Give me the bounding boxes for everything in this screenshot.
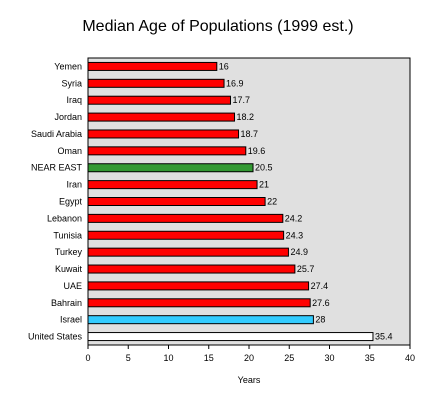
- x-axis-title: Years: [238, 375, 261, 385]
- value-label: 22: [267, 197, 277, 207]
- category-label: Syria: [61, 78, 82, 88]
- value-label: 17.7: [232, 95, 250, 105]
- category-label: Israel: [60, 315, 82, 325]
- x-tick-label: 30: [324, 353, 334, 363]
- x-tick-label: 5: [126, 353, 131, 363]
- x-tick-label: 25: [284, 353, 294, 363]
- bar: [87, 78, 225, 88]
- value-label: 24.3: [286, 230, 304, 240]
- bar: [87, 230, 285, 240]
- value-label: 21: [259, 180, 269, 190]
- value-label: 16: [219, 61, 229, 71]
- category-label: Kuwait: [55, 264, 83, 274]
- category-label: Iran: [66, 180, 82, 190]
- value-labels: 16 16.9 17.7 18.2 18.7 19.6 20.5 21 22 24.2 24.3 24…: [219, 61, 393, 341]
- value-label: 20.5: [255, 163, 273, 173]
- category-label: UAE: [63, 281, 82, 291]
- category-label: Bahrain: [51, 298, 82, 308]
- x-axis-ticks: 0 5 10 15 20 25 30 35 40: [85, 345, 415, 363]
- category-label: Egypt: [59, 197, 83, 207]
- bars-group: [87, 61, 374, 342]
- x-tick-label: 15: [204, 353, 214, 363]
- category-label: Yemen: [54, 61, 82, 71]
- value-label: 19.6: [248, 146, 266, 156]
- bar: [87, 213, 284, 223]
- bar: [87, 247, 289, 257]
- x-tick-label: 10: [163, 353, 173, 363]
- x-tick-label: 20: [244, 353, 254, 363]
- bar: [87, 281, 310, 291]
- bar: [87, 315, 314, 325]
- bar: [87, 180, 258, 190]
- category-label: Lebanon: [47, 213, 82, 223]
- x-tick-label: 40: [405, 353, 415, 363]
- bar: [87, 95, 231, 105]
- category-label: United States: [28, 332, 83, 342]
- category-labels: Yemen Syria Iraq Jordan Saudi Arabia Oman NEAR…: [28, 61, 83, 341]
- chart-title: Median Age of Populations (1999 est.): [82, 18, 353, 35]
- bar: [87, 163, 254, 173]
- category-label: Oman: [57, 146, 82, 156]
- x-tick-label: 0: [85, 353, 90, 363]
- x-tick-label: 35: [365, 353, 375, 363]
- category-label: Iraq: [66, 95, 82, 105]
- value-label: 25.7: [297, 264, 315, 274]
- value-label: 27.4: [311, 281, 329, 291]
- category-label: NEAR EAST: [31, 163, 83, 173]
- bar: [87, 146, 247, 156]
- bar: [87, 61, 218, 71]
- category-label: Turkey: [55, 247, 83, 257]
- category-label: Jordan: [54, 112, 82, 122]
- category-label: Tunisia: [53, 230, 82, 240]
- bar: [87, 332, 374, 342]
- bar: [87, 129, 240, 139]
- value-label: 35.4: [375, 332, 393, 342]
- value-label: 28: [315, 315, 325, 325]
- value-label: 18.7: [241, 129, 259, 139]
- value-label: 24.9: [290, 247, 308, 257]
- category-label: Saudi Arabia: [31, 129, 82, 139]
- value-label: 18.2: [237, 112, 255, 122]
- bar: [87, 197, 266, 206]
- bar: [87, 264, 296, 274]
- value-label: 27.6: [312, 298, 330, 308]
- bar: [87, 298, 311, 308]
- value-label: 16.9: [226, 78, 244, 88]
- bar: [87, 112, 236, 122]
- value-label: 24.2: [285, 213, 303, 223]
